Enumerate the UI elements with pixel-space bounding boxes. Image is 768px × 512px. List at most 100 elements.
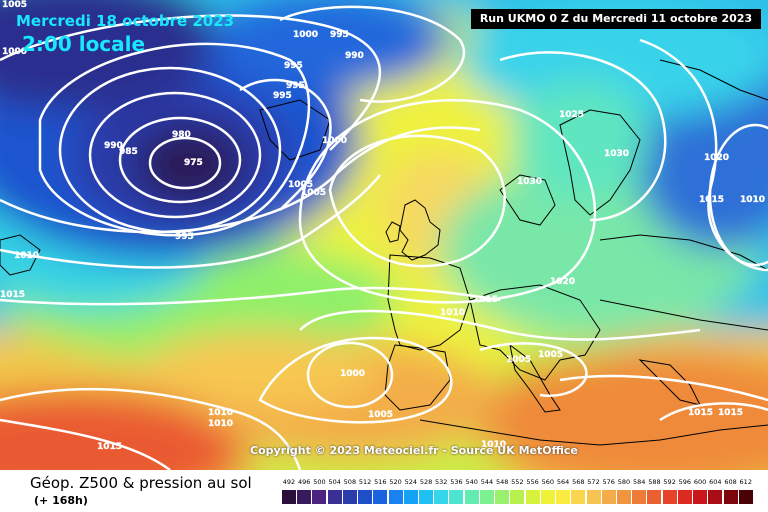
isobar-label: 1020 [550,277,575,287]
scale-swatch [708,490,722,504]
scale-label: 552 [510,478,524,486]
isobar-label: 1010 [14,251,39,261]
scale-label: 532 [434,478,448,486]
isobar-label: 1005 [506,355,531,365]
scale-label: 528 [419,478,433,486]
forecast-local-time: 2:00 locale [22,32,145,56]
run-info-banner: Run UKMO 0 Z du Mercredi 11 octobre 2023 [471,9,761,29]
scale-swatch [312,490,326,504]
scale-swatch [449,490,463,504]
isobar-label: 1015 [473,295,498,305]
scale-swatch [389,490,403,504]
map-canvas: 1000 1005 1000 995 990 995 995 995 990 9… [0,0,768,470]
isobar-label: 1005 [301,188,326,198]
isobar-label: 1010 [440,308,465,318]
lead-time: (+ 168h) [34,494,88,507]
isobar-label: 990 [345,51,364,61]
scale-swatch [647,490,661,504]
isobar-label: 1005 [2,0,27,10]
scale-label: 524 [404,478,418,486]
geopotential-field [0,0,768,470]
scale-label: 540 [465,478,479,486]
scale-swatch [480,490,494,504]
color-scale: 492 496 500 504 508 512 516 520 524 528 532 536 540 5… [282,478,754,508]
scale-label: 544 [480,478,494,486]
isobar-label: 1000 [340,369,365,379]
scale-swatch [678,490,692,504]
scale-label: 496 [297,478,311,486]
scale-swatch [282,490,296,504]
isobar-label: 1015 [0,290,25,300]
scale-swatch [739,490,753,504]
scale-swatch [617,490,631,504]
scale-label: 608 [724,478,738,486]
scale-label: 504 [328,478,342,486]
isobar-label: 1015 [97,442,122,452]
scale-swatch [632,490,646,504]
scale-label: 604 [708,478,722,486]
scale-label: 576 [602,478,616,486]
isobar-label: 1015 [688,408,713,418]
scale-swatch [358,490,372,504]
scale-label: 588 [647,478,661,486]
scale-swatch [587,490,601,504]
scale-swatch [693,490,707,504]
legend-footer: Géop. Z500 & pression au sol (+ 168h) 49… [0,470,768,512]
scale-swatch [328,490,342,504]
isobar-label: 1010 [208,419,233,429]
scale-label: 612 [739,478,753,486]
scale-swatch [404,490,418,504]
scale-swatch [297,490,311,504]
isobar-label: 1005 [538,350,563,360]
isobar-label: 980 [172,130,191,140]
scale-label: 596 [678,478,692,486]
scale-swatch [602,490,616,504]
isobar-label: 1030 [604,149,629,159]
isobar-label: 975 [184,158,203,168]
scale-label: 556 [526,478,540,486]
scale-swatch [419,490,433,504]
isobar-label: 1000 [322,136,347,146]
scale-swatch [526,490,540,504]
isobar-label: 1015 [699,195,724,205]
scale-swatch [724,490,738,504]
scale-label: 512 [358,478,372,486]
scale-swatch [343,490,357,504]
isobar-label: 1010 [740,195,765,205]
scale-label: 536 [449,478,463,486]
scale-label: 516 [373,478,387,486]
scale-swatch [571,490,585,504]
scale-label: 492 [282,478,296,486]
isobar-label: 1025 [559,110,584,120]
forecast-date: Mercredi 18 octobre 2023 [16,12,234,30]
scale-label: 560 [541,478,555,486]
scale-label: 568 [571,478,585,486]
scale-swatch [663,490,677,504]
scale-swatch [465,490,479,504]
isobar-label: 1030 [517,177,542,187]
isobar-label: 1000 [293,30,318,40]
scale-swatch [510,490,524,504]
scale-swatch [495,490,509,504]
scale-label: 500 [312,478,326,486]
scale-label: 572 [587,478,601,486]
copyright-notice: Copyright © 2023 Meteociel.fr - Source U… [250,444,578,457]
isobar-label: 995 [273,91,292,101]
isobar-label: 995 [286,81,305,91]
isobar-label: 995 [284,61,303,71]
isobar-label: 1020 [704,153,729,163]
isobar-label: 995 [175,232,194,242]
isobar-label: 985 [119,147,138,157]
scale-label: 592 [663,478,677,486]
isobar-label: 1010 [208,408,233,418]
isobar-label: 995 [330,30,349,40]
scale-swatch [373,490,387,504]
isobar-label: 1005 [368,410,393,420]
scale-label: 548 [495,478,509,486]
isobar-label: 1015 [718,408,743,418]
weather-map: 1000 1005 1000 995 990 995 995 995 990 9… [0,0,768,470]
scale-label: 564 [556,478,570,486]
scale-label: 508 [343,478,357,486]
scale-label: 600 [693,478,707,486]
scale-swatch [556,490,570,504]
